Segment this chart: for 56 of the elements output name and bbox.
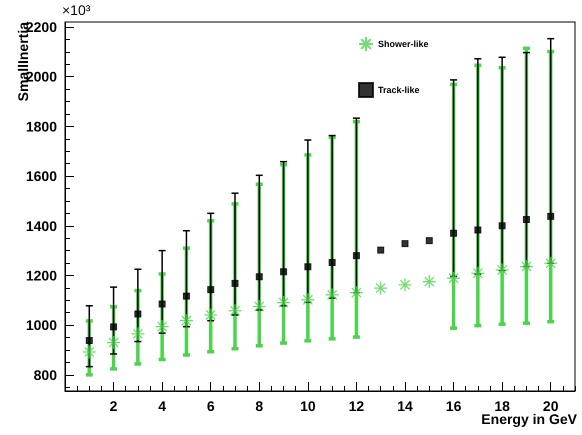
point xyxy=(280,268,288,276)
x-tick-label: 6 xyxy=(206,398,215,414)
point xyxy=(349,285,364,300)
x-tick-label: 8 xyxy=(255,398,264,414)
x-axis-title: Energy in GeV xyxy=(481,411,578,427)
point xyxy=(106,335,121,350)
point xyxy=(398,278,412,292)
point xyxy=(474,226,482,234)
point xyxy=(110,323,118,330)
point xyxy=(86,337,93,344)
y-tick-label: 1000 xyxy=(26,317,58,334)
point xyxy=(82,344,96,360)
legend-label: Shower-like xyxy=(378,39,429,49)
x-tick-label: 20 xyxy=(542,398,559,414)
point xyxy=(402,240,408,248)
point xyxy=(324,288,340,302)
point xyxy=(300,292,316,307)
legend-label: Track-like xyxy=(378,85,420,95)
point xyxy=(352,252,360,260)
x-tick-label: 16 xyxy=(446,398,462,414)
y-tick-label: 800 xyxy=(34,366,58,383)
point xyxy=(256,273,263,280)
point xyxy=(498,222,506,230)
point xyxy=(207,286,214,294)
x-tick-label: 10 xyxy=(300,398,316,414)
point xyxy=(522,216,530,224)
point xyxy=(228,304,242,318)
x-tick-label: 18 xyxy=(494,398,510,414)
point xyxy=(154,319,170,334)
point xyxy=(304,263,312,270)
y-tick-label: 1600 xyxy=(26,168,58,184)
x-tick-label: 4 xyxy=(158,398,166,414)
text: ×10³ xyxy=(62,2,91,18)
point xyxy=(328,259,336,266)
point xyxy=(426,237,433,244)
point xyxy=(544,256,558,270)
point xyxy=(470,266,486,280)
point xyxy=(547,212,554,220)
point xyxy=(377,246,384,254)
y-tick-label: 1200 xyxy=(26,267,58,284)
point xyxy=(450,230,458,237)
point xyxy=(204,308,218,322)
point xyxy=(134,310,142,318)
point xyxy=(232,280,238,287)
point xyxy=(130,326,146,341)
point xyxy=(374,280,388,296)
point xyxy=(158,300,166,308)
point xyxy=(422,274,436,289)
point xyxy=(446,271,461,286)
y-tick-label: 1400 xyxy=(26,218,58,234)
y-tick-label: 1800 xyxy=(26,118,58,134)
point xyxy=(179,314,194,328)
x-tick-label: 2 xyxy=(110,398,118,414)
x-tick-label: 12 xyxy=(348,398,364,414)
x-tick-label: 14 xyxy=(397,398,413,414)
point xyxy=(182,292,190,300)
